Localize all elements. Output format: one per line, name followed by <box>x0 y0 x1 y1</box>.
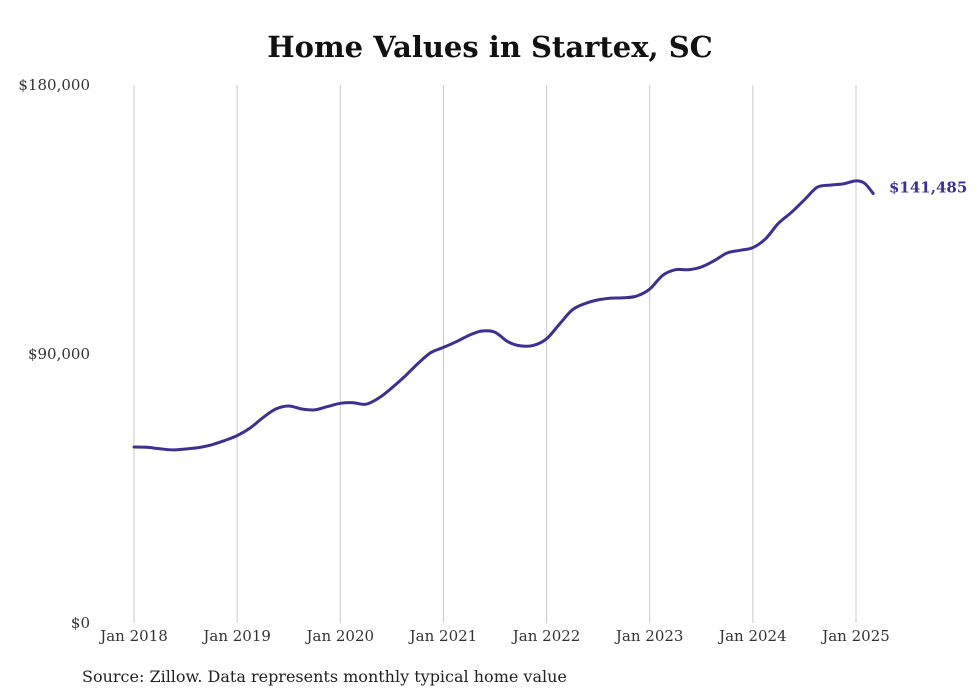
y-tick-label: $90,000 <box>28 345 90 363</box>
x-tick-label: Jan 2019 <box>201 627 271 645</box>
end-value-label: $141,485 <box>889 178 967 196</box>
x-tick-label: Jan 2021 <box>408 627 478 645</box>
series-line <box>132 179 875 452</box>
x-tick-label: Jan 2020 <box>305 627 375 645</box>
x-tick-label: Jan 2023 <box>614 627 684 645</box>
gridlines <box>133 85 857 623</box>
source-note: Source: Zillow. Data represents monthly … <box>82 667 567 686</box>
series-layer: $141,485 <box>132 178 967 452</box>
x-tick-label: Jan 2018 <box>98 627 168 645</box>
x-tick-label: Jan 2025 <box>820 627 890 645</box>
x-tick-label: Jan 2022 <box>511 627 581 645</box>
axis-labels: Jan 2018 Jan 2019 Jan 2020 Jan 2021 Jan 2022… <box>18 76 889 645</box>
y-tick-label: $0 <box>71 614 90 632</box>
y-tick-label: $180,000 <box>18 76 90 94</box>
chart-title: Home Values in Startex, SC <box>267 30 713 64</box>
line-chart: Jan 2018 Jan 2019 Jan 2020 Jan 2021 Jan 2022… <box>18 76 967 645</box>
x-tick-label: Jan 2024 <box>717 627 787 645</box>
